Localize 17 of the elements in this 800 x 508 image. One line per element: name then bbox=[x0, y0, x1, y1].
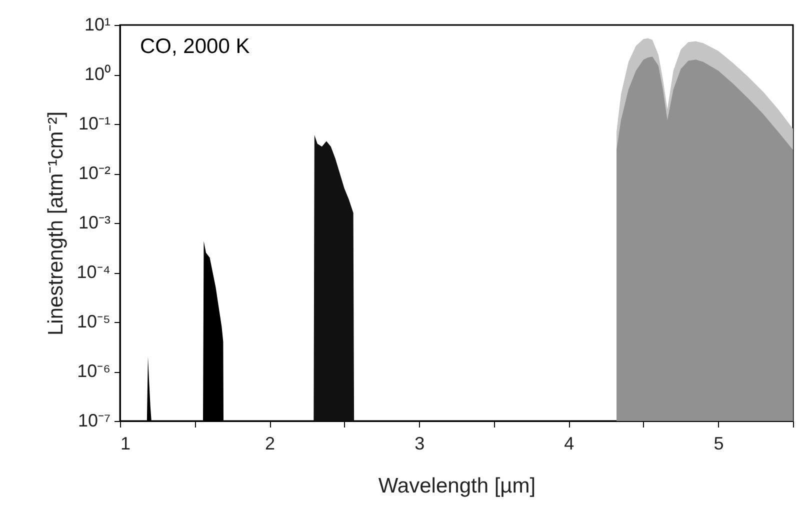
y-tick-label: 10⁻⁵ bbox=[77, 312, 110, 332]
y-tick-label: 10⁻¹ bbox=[78, 114, 111, 134]
y-tick-label: 10¹ bbox=[84, 14, 111, 34]
x-axis-title: Wavelength [µm] bbox=[378, 474, 536, 498]
x-tick-label: 5 bbox=[714, 434, 724, 454]
x-tick-label: 2 bbox=[265, 434, 276, 454]
y-tick-label: 10⁻⁷ bbox=[78, 410, 110, 430]
x-tick-label: 1 bbox=[120, 434, 131, 454]
y-axis-title: Linestrength [atm⁻¹cm⁻²] bbox=[44, 111, 68, 336]
y-tick-label: 10⁰ bbox=[84, 64, 110, 84]
x-tick-label: 4 bbox=[564, 434, 574, 454]
y-tick-label: 10⁻³ bbox=[78, 212, 111, 232]
annotation: CO, 2000 K bbox=[140, 35, 250, 58]
y-tick-label: 10⁻² bbox=[78, 163, 111, 183]
x-tick-label: 3 bbox=[414, 434, 425, 454]
y-tick-label: 10⁻⁶ bbox=[77, 361, 110, 381]
y-tick-label: 10⁻⁴ bbox=[76, 262, 110, 282]
